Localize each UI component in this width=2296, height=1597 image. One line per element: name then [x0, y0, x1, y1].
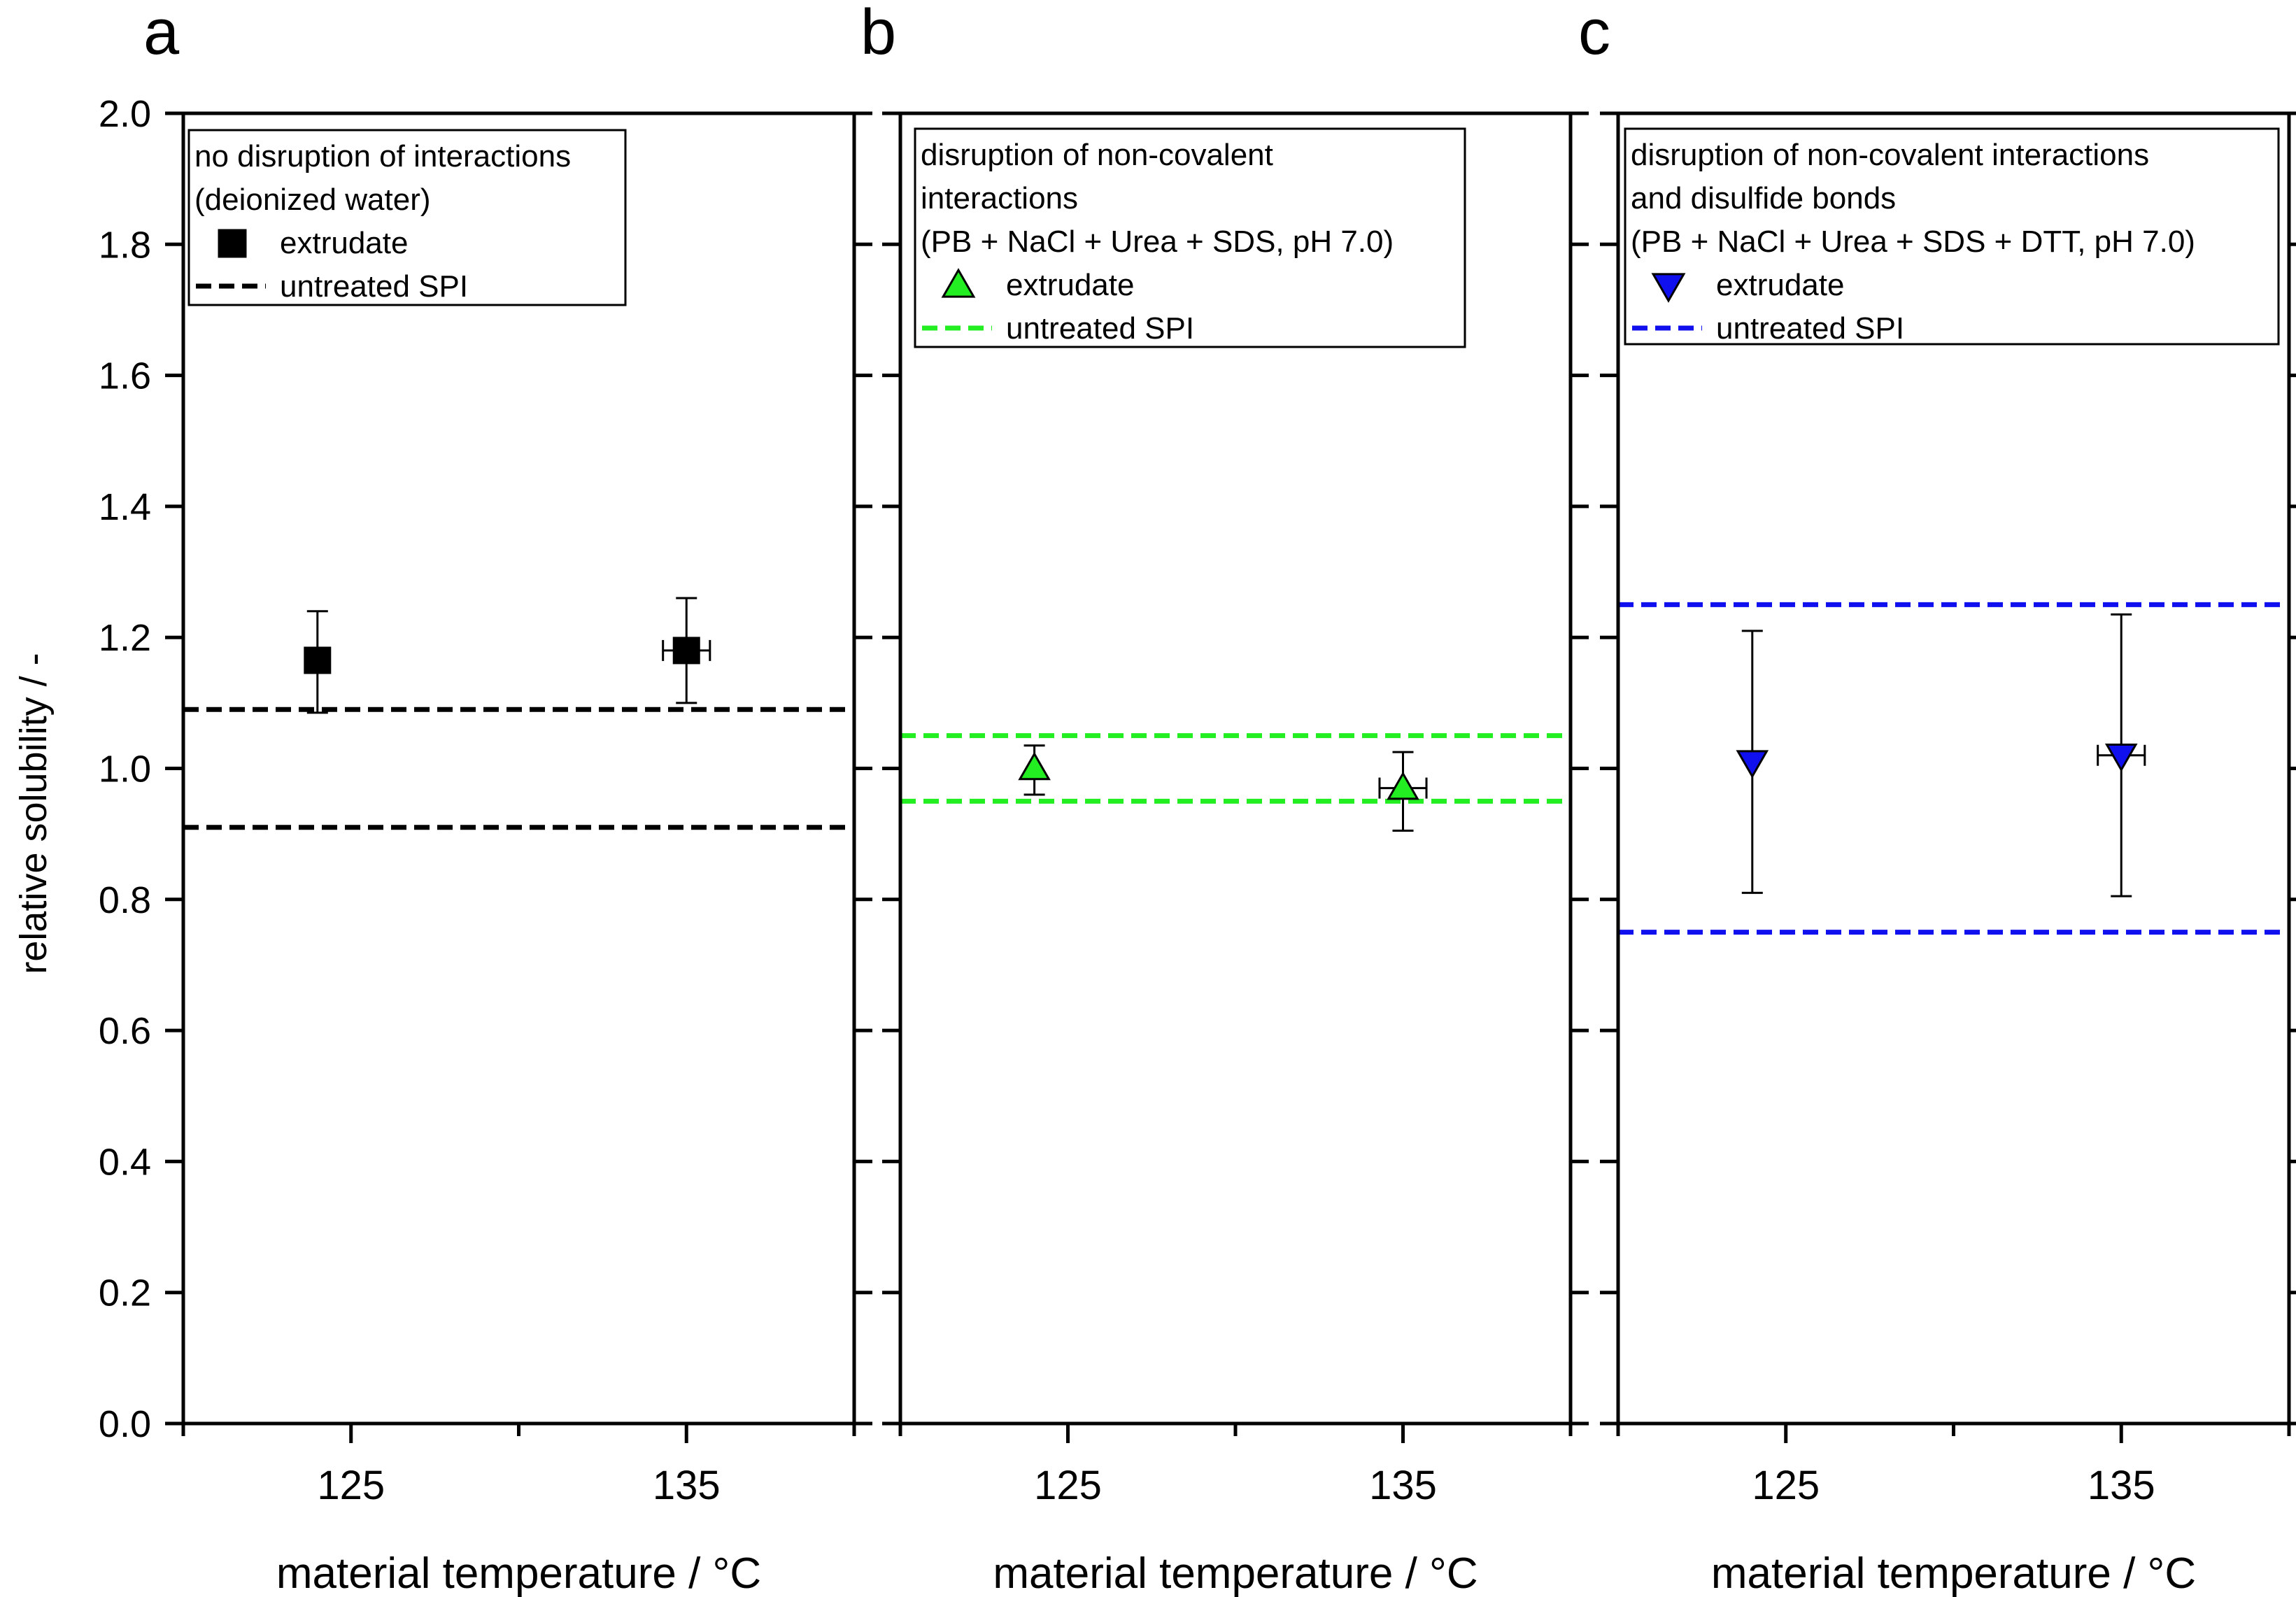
legend-box — [1624, 127, 2280, 346]
data-marker — [672, 637, 700, 665]
data-marker — [2104, 743, 2138, 772]
y-tick-label: 1.8 — [99, 224, 151, 266]
x-axis-label: material temperature / °C — [276, 1549, 761, 1597]
x-tick-label: 135 — [653, 1463, 721, 1508]
y-tick-label: 0.2 — [99, 1272, 151, 1314]
legend-marker — [218, 229, 247, 258]
y-tick-label: 1.4 — [99, 486, 151, 528]
legend: disruption of non-covalent interactions (P… — [914, 127, 1466, 348]
legend-title-line: disruption of non-covalent — [921, 138, 1273, 172]
data-marker — [1018, 751, 1051, 781]
legend-title-line: and disulfide bonds — [1631, 181, 1896, 215]
y-tick-label: 1.6 — [99, 355, 151, 397]
data-point — [662, 597, 711, 704]
legend-label-untreated-spi: untreated SPI — [280, 269, 468, 304]
x-tick-label: 135 — [2088, 1463, 2155, 1508]
legend-title-line: (PB + NaCl + Urea + SDS, pH 7.0) — [921, 225, 1394, 259]
legend-title-line: (PB + NaCl + Urea + SDS + DTT, pH 7.0) — [1631, 225, 2195, 259]
plot-frame — [181, 111, 856, 1426]
y-tick-label: 1.0 — [99, 748, 151, 790]
panel-a: a 0.0 0.2 0.4 0.6 0.8 1.0 1.2 1.4 1.6 1.8 2.0 125 135… — [99, 0, 872, 1597]
y-tick-label: 2.0 — [99, 93, 151, 135]
data-point — [1736, 630, 1769, 894]
x-tick-label: 125 — [1752, 1463, 1820, 1508]
data-marker — [304, 646, 332, 674]
legend-label-untreated-spi: untreated SPI — [1716, 311, 1904, 346]
legend-box — [187, 129, 627, 306]
legend-title-line: disruption of non-covalent interactions — [1631, 138, 2149, 172]
panel-letter: b — [860, 0, 896, 68]
x-tick-label: 125 — [317, 1463, 385, 1508]
legend-label-extrudate: extrudate — [1716, 268, 1844, 302]
x-tick-label: 135 — [1369, 1463, 1437, 1508]
legend-marker — [941, 268, 976, 298]
x-tick-label: 125 — [1034, 1463, 1102, 1508]
y-tick-label: 1.2 — [99, 617, 151, 659]
plot-frame — [1616, 111, 2291, 1426]
legend: no disruption of interactions (deionized … — [187, 129, 627, 306]
legend-title-line: no disruption of interactions — [194, 139, 571, 173]
panel-letter: a — [143, 0, 180, 68]
legend-label-extrudate: extrudate — [280, 226, 408, 260]
panel-b: b 125 135 material temperature / °C disrupti… — [860, 0, 1589, 1597]
x-axis-label: material temperature / °C — [1711, 1549, 2196, 1597]
y-tick-label: 0.4 — [99, 1141, 151, 1183]
legend-marker — [1651, 273, 1686, 303]
x-axis-label: material temperature / °C — [993, 1549, 1477, 1597]
data-point — [2097, 613, 2146, 897]
legend-label-extrudate: extrudate — [1006, 268, 1134, 302]
plot-frame — [898, 111, 1573, 1426]
panel-letter: c — [1578, 0, 1610, 68]
legend-title-line: (deionized water) — [194, 183, 431, 217]
data-marker — [1387, 771, 1419, 800]
data-point — [1378, 751, 1428, 832]
y-axis-label: relative solubility / - — [13, 653, 55, 974]
legend-title-line: interactions — [921, 181, 1078, 215]
y-tick-label: 0.8 — [99, 879, 151, 921]
panel-c: c 125 135 material temperature / °C disrupti… — [1578, 0, 2296, 1597]
legend-label-untreated-spi: untreated SPI — [1006, 311, 1194, 346]
y-tick-label: 0.6 — [99, 1010, 151, 1052]
legend: disruption of non-covalent interactions a… — [1624, 127, 2280, 346]
data-point — [304, 610, 332, 714]
data-marker — [1736, 750, 1769, 779]
data-point — [1018, 744, 1051, 796]
legend-box — [914, 127, 1466, 348]
y-tick-label: 0.0 — [99, 1403, 151, 1445]
